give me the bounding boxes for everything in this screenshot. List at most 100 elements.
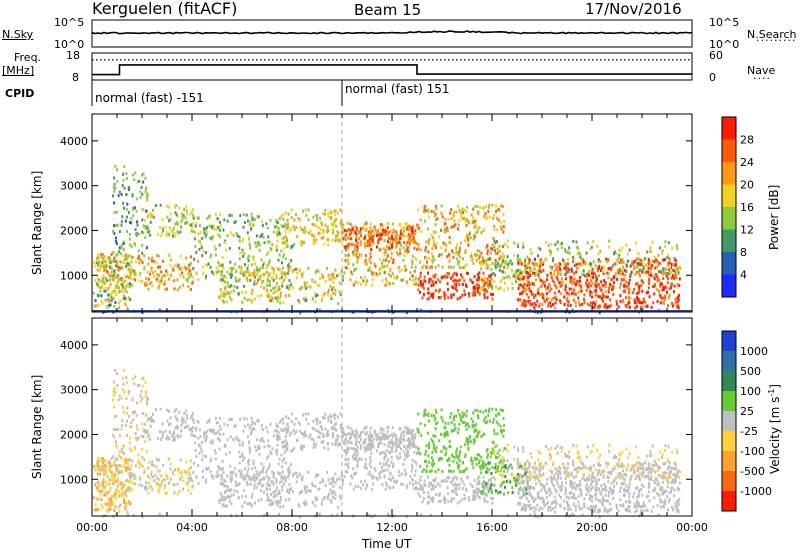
power-cell xyxy=(368,238,371,242)
power-cell xyxy=(566,262,569,266)
velocity-cell xyxy=(147,491,150,495)
power-cell xyxy=(249,278,252,282)
power-cell xyxy=(257,278,259,282)
velocity-cell xyxy=(254,445,257,449)
power-cell xyxy=(284,275,287,279)
velocity-cell xyxy=(140,434,143,438)
power-cell xyxy=(290,227,292,231)
velocity-cell xyxy=(430,456,433,460)
power-cell xyxy=(432,294,434,298)
velocity-cell xyxy=(258,471,261,475)
power-cell xyxy=(517,298,520,302)
power-cell xyxy=(483,276,485,280)
power-cell xyxy=(271,243,274,247)
power-cell xyxy=(271,276,274,280)
power-cell xyxy=(146,192,149,196)
velocity-cell xyxy=(191,479,194,483)
velocity-cell xyxy=(115,487,118,491)
power-cell xyxy=(423,207,426,211)
power-cell xyxy=(237,278,240,282)
velocity-cell xyxy=(276,425,279,429)
velocity-cell xyxy=(179,477,182,481)
power-cell xyxy=(471,221,474,225)
power-cell xyxy=(265,288,268,292)
velocity-cell xyxy=(350,441,353,445)
power-cell xyxy=(213,227,216,231)
power-cell xyxy=(226,281,229,285)
power-cell xyxy=(559,292,562,295)
power-cell xyxy=(607,258,610,262)
power-cell xyxy=(483,293,486,296)
power-cell xyxy=(472,216,475,220)
velocity-cell xyxy=(121,388,124,392)
velocity-cell xyxy=(108,460,111,464)
power-cell xyxy=(161,218,164,222)
velocity-cell xyxy=(368,470,371,474)
velocity-cell xyxy=(427,419,430,423)
power-cell xyxy=(609,282,612,286)
power-cell xyxy=(318,283,321,287)
velocity-cell xyxy=(208,428,211,432)
power-cell xyxy=(355,237,357,241)
power-cell xyxy=(568,287,571,291)
power-cell xyxy=(147,287,150,291)
power-cell xyxy=(522,245,525,249)
power-cell xyxy=(153,275,156,279)
velocity-cell xyxy=(424,460,426,463)
velocity-cell xyxy=(364,462,367,466)
velocity-cell xyxy=(125,466,128,470)
velocity-cell xyxy=(231,470,233,474)
velocity-cell xyxy=(421,470,424,473)
power-cell xyxy=(324,223,327,227)
velocity-cell xyxy=(114,458,117,461)
power-cell xyxy=(629,272,632,276)
velocity-cell xyxy=(276,443,279,447)
velocity-cell xyxy=(242,441,245,445)
velocity-cell xyxy=(322,416,325,420)
velocity-cell xyxy=(248,440,251,444)
power-cell xyxy=(127,254,130,258)
power-cell xyxy=(241,239,244,243)
velocity-cell xyxy=(190,414,193,418)
power-cell xyxy=(434,273,437,277)
velocity-cell xyxy=(118,434,121,438)
velocity-cell xyxy=(335,421,338,425)
velocity-cell xyxy=(178,471,181,475)
velocity-cell xyxy=(491,451,494,455)
velocity-cell xyxy=(193,441,196,445)
velocity-cell xyxy=(268,465,270,469)
velocity-cell xyxy=(247,467,250,471)
velocity-cell xyxy=(337,505,340,509)
velocity-cell xyxy=(457,466,460,470)
power-cell xyxy=(97,294,100,298)
power-cell xyxy=(641,270,644,274)
power-cell xyxy=(103,259,106,263)
power-cell xyxy=(187,272,190,276)
power-cell xyxy=(189,255,192,259)
power-cell xyxy=(198,240,201,244)
power-cell xyxy=(138,261,141,265)
velocity-cell xyxy=(330,482,333,486)
velocity-cell xyxy=(240,469,243,473)
velocity-cell xyxy=(390,438,393,442)
power-cell xyxy=(246,231,249,235)
velocity-cell xyxy=(363,479,366,483)
power-cell xyxy=(505,276,508,279)
velocity-cell xyxy=(177,435,180,439)
power-cell xyxy=(420,283,423,287)
power-cell xyxy=(586,272,589,276)
power-cell xyxy=(520,271,523,275)
power-cell xyxy=(495,285,497,289)
noise-sky-line xyxy=(91,30,693,35)
power-cell xyxy=(502,261,505,265)
power-cell xyxy=(539,247,542,251)
velocity-cell xyxy=(321,498,324,502)
power-cell xyxy=(456,243,459,247)
power-cell xyxy=(626,259,629,263)
power-cell xyxy=(321,273,324,277)
power-cell xyxy=(242,213,245,217)
power-cell xyxy=(572,289,575,293)
power-cell xyxy=(324,208,327,212)
power-cell xyxy=(476,253,478,257)
velocity-cell xyxy=(386,468,389,472)
